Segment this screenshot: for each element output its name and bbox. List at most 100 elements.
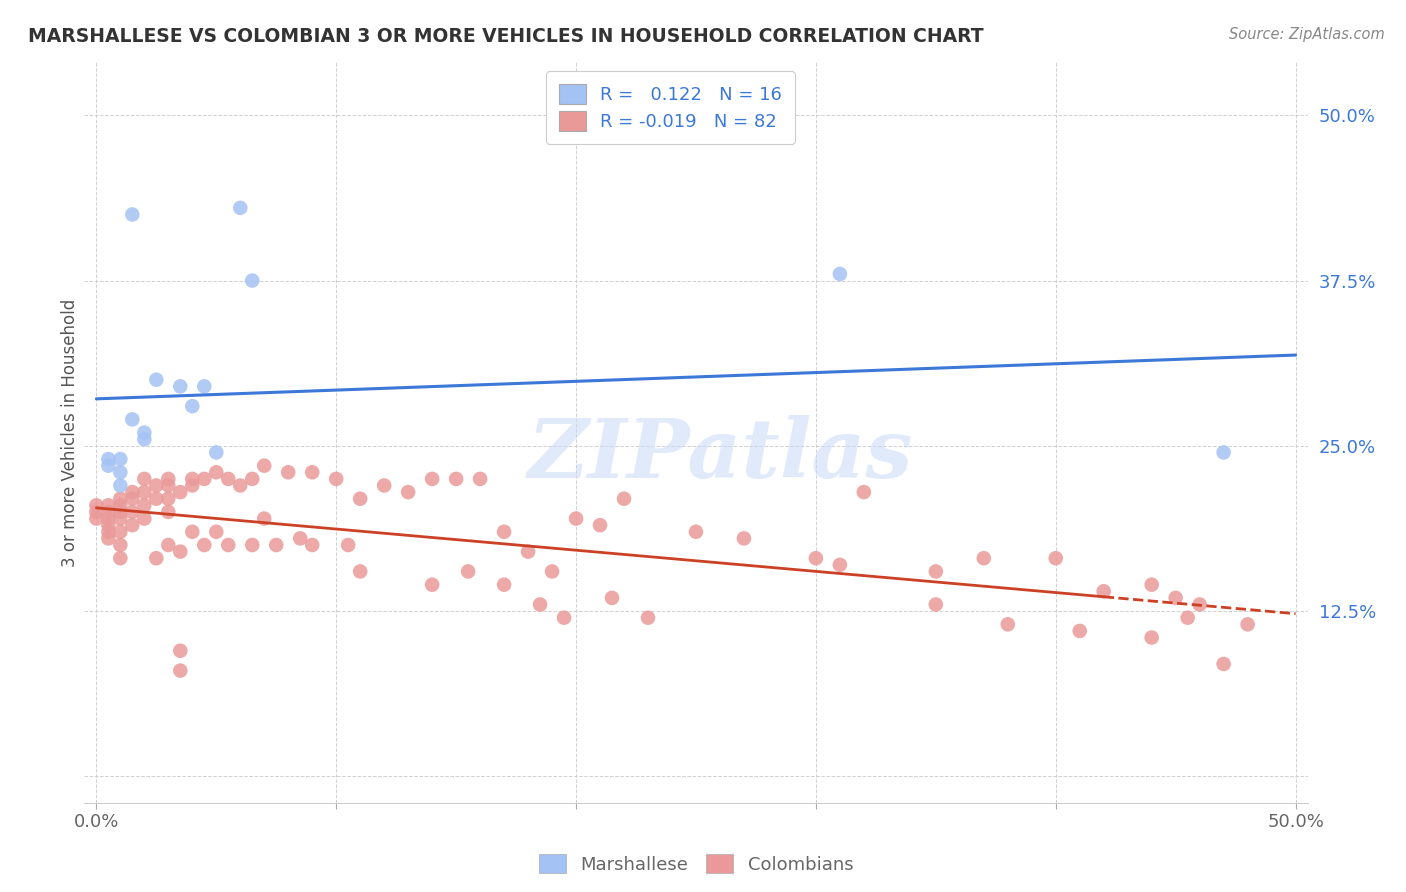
Point — [97, 532, 120, 546]
Point — [157, 505, 180, 519]
Point — [325, 472, 347, 486]
Point — [110, 505, 132, 519]
Point — [804, 551, 827, 566]
Point — [169, 379, 191, 393]
Point — [264, 538, 287, 552]
Point — [253, 511, 276, 525]
Point — [1140, 631, 1163, 645]
Point — [157, 538, 180, 552]
Point — [217, 472, 239, 486]
Point — [1045, 551, 1067, 566]
Point — [565, 511, 588, 525]
Point — [193, 472, 215, 486]
Point — [997, 617, 1019, 632]
Point — [110, 478, 132, 492]
Point — [181, 478, 204, 492]
Point — [290, 532, 312, 546]
Point — [110, 524, 132, 539]
Point — [1140, 577, 1163, 591]
Point — [373, 478, 395, 492]
Point — [973, 551, 995, 566]
Point — [420, 577, 443, 591]
Point — [97, 452, 120, 467]
Point — [134, 485, 156, 500]
Point — [121, 207, 143, 221]
Point — [110, 491, 132, 506]
Point — [169, 664, 191, 678]
Point — [600, 591, 623, 605]
Point — [205, 445, 228, 459]
Point — [301, 465, 323, 479]
Point — [121, 491, 143, 506]
Point — [145, 478, 167, 492]
Point — [97, 524, 120, 539]
Point — [253, 458, 276, 473]
Point — [86, 505, 108, 519]
Point — [349, 565, 371, 579]
Point — [337, 538, 360, 552]
Point — [541, 565, 564, 579]
Point — [1177, 611, 1199, 625]
Point — [134, 472, 156, 486]
Point — [925, 598, 948, 612]
Point — [110, 538, 132, 552]
Point — [157, 491, 180, 506]
Point — [193, 379, 215, 393]
Text: ZIPatlas: ZIPatlas — [527, 415, 912, 495]
Point — [205, 465, 228, 479]
Point — [1092, 584, 1115, 599]
Point — [145, 373, 167, 387]
Point — [86, 511, 108, 525]
Point — [169, 544, 191, 558]
Point — [828, 558, 851, 572]
Point — [589, 518, 612, 533]
Point — [229, 201, 252, 215]
Point — [121, 485, 143, 500]
Point — [553, 611, 575, 625]
Point — [852, 485, 875, 500]
Point — [121, 412, 143, 426]
Point — [733, 532, 755, 546]
Y-axis label: 3 or more Vehicles in Household: 3 or more Vehicles in Household — [62, 299, 80, 566]
Point — [110, 499, 132, 513]
Point — [217, 538, 239, 552]
Point — [97, 458, 120, 473]
Text: Source: ZipAtlas.com: Source: ZipAtlas.com — [1229, 27, 1385, 42]
Point — [181, 472, 204, 486]
Point — [169, 644, 191, 658]
Point — [240, 472, 263, 486]
Point — [494, 577, 516, 591]
Point — [1212, 445, 1234, 459]
Point — [517, 544, 540, 558]
Point — [468, 472, 491, 486]
Point — [301, 538, 323, 552]
Point — [637, 611, 659, 625]
Point — [121, 518, 143, 533]
Point — [1236, 617, 1258, 632]
Point — [97, 505, 120, 519]
Point — [277, 465, 299, 479]
Point — [685, 524, 707, 539]
Text: MARSHALLESE VS COLOMBIAN 3 OR MORE VEHICLES IN HOUSEHOLD CORRELATION CHART: MARSHALLESE VS COLOMBIAN 3 OR MORE VEHIC… — [28, 27, 984, 45]
Point — [97, 499, 120, 513]
Point — [1069, 624, 1091, 638]
Point — [1188, 598, 1211, 612]
Point — [110, 511, 132, 525]
Point — [97, 518, 120, 533]
Point — [828, 267, 851, 281]
Point — [134, 432, 156, 446]
Point — [396, 485, 419, 500]
Point — [420, 472, 443, 486]
Point — [110, 551, 132, 566]
Point — [444, 472, 467, 486]
Point — [134, 511, 156, 525]
Point — [134, 425, 156, 440]
Legend: Marshallese, Colombians: Marshallese, Colombians — [530, 846, 862, 882]
Point — [110, 452, 132, 467]
Point — [240, 538, 263, 552]
Point — [97, 511, 120, 525]
Point — [240, 274, 263, 288]
Point — [181, 524, 204, 539]
Point — [529, 598, 551, 612]
Point — [110, 465, 132, 479]
